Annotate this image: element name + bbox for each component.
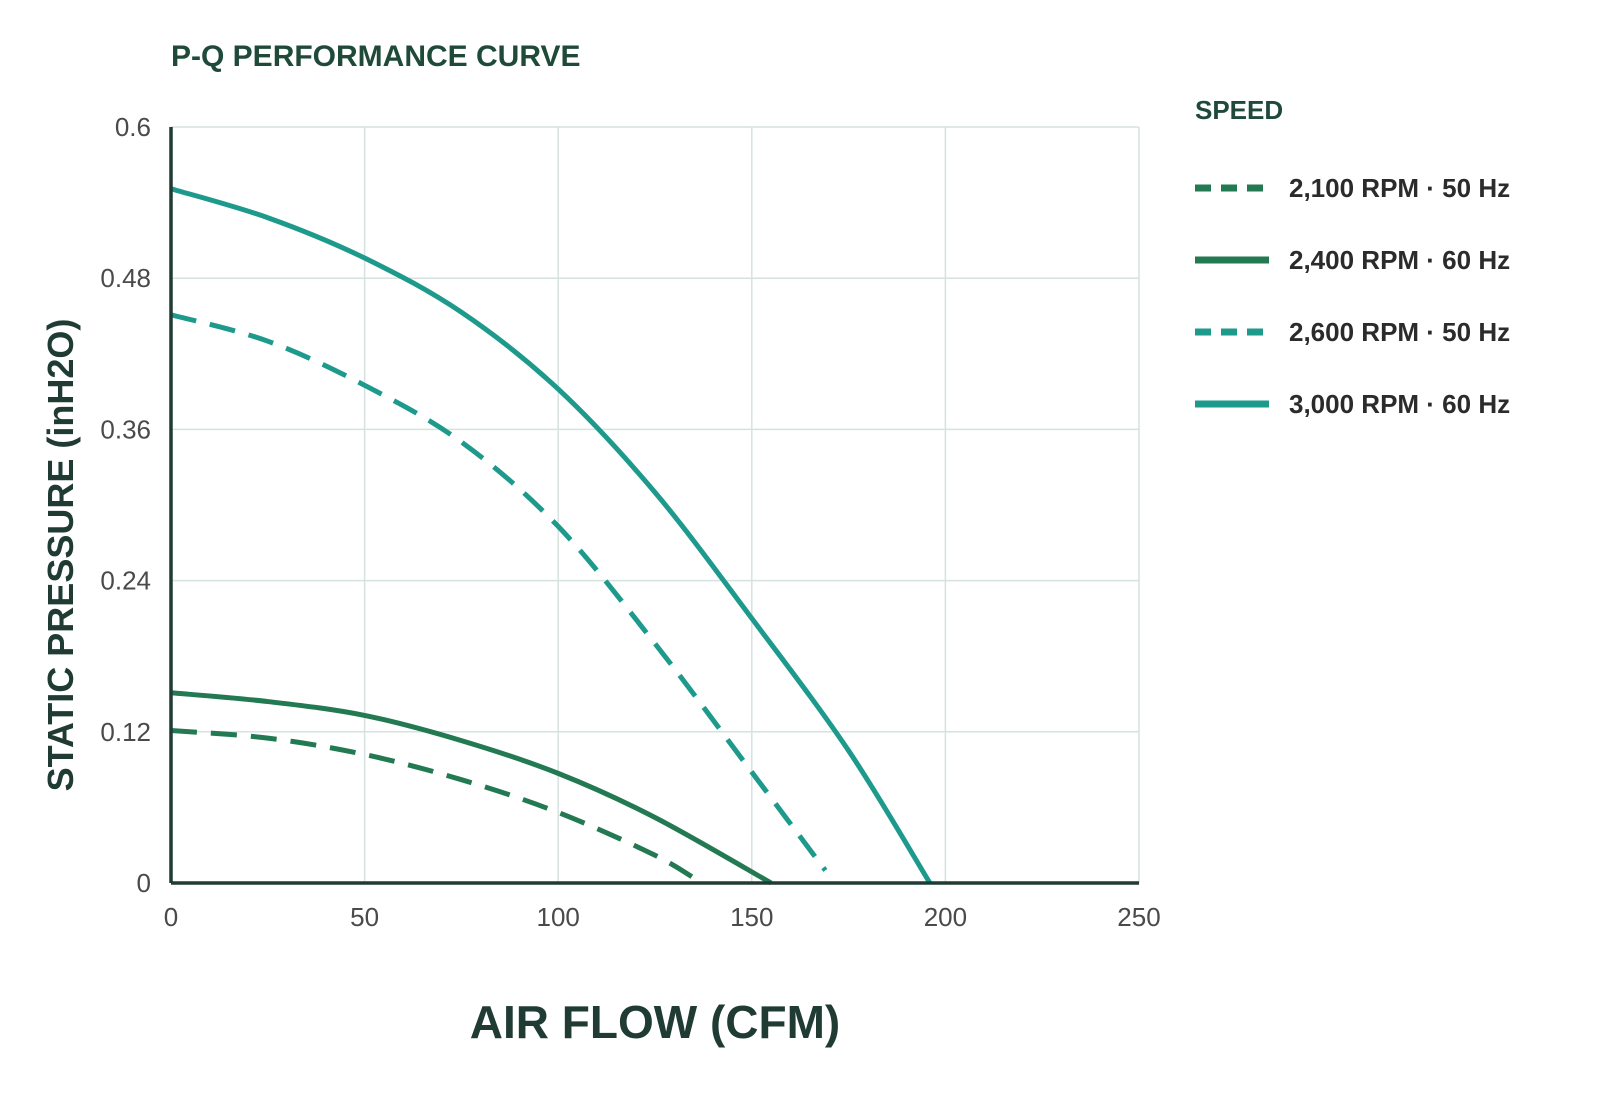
legend-item: 2,100 RPM · 50 Hz xyxy=(1195,152,1510,224)
legend-item: 2,600 RPM · 50 Hz xyxy=(1195,296,1510,368)
legend-item: 3,000 RPM · 60 Hz xyxy=(1195,368,1510,440)
series-line-4 xyxy=(170,186,933,885)
x-tick-label: 250 xyxy=(1117,902,1160,932)
y-tick-label: 0.24 xyxy=(100,566,151,596)
x-tick-label: 100 xyxy=(537,902,580,932)
legend-label: 2,600 RPM · 50 Hz xyxy=(1289,316,1511,347)
legend-swatch xyxy=(1195,400,1269,408)
legend-swatch xyxy=(1195,184,1269,192)
series-line-1 xyxy=(170,728,703,886)
legend-label: 2,400 RPM · 60 Hz xyxy=(1289,244,1511,275)
legend-items: 2,100 RPM · 50 Hz 2,400 RPM · 60 Hz 2,600 … xyxy=(1195,152,1510,440)
y-tick-label: 0.48 xyxy=(100,263,151,293)
x-tick-label: 200 xyxy=(924,902,967,932)
y-tick-label: 0.6 xyxy=(115,112,151,142)
plot-area xyxy=(170,186,933,886)
chart-title: P-Q PERFORMANCE CURVE xyxy=(171,40,581,73)
series-line-3 xyxy=(170,312,828,872)
legend-label: 3,000 RPM · 60 Hz xyxy=(1289,388,1511,419)
y-axis-title: STATIC PRESSURE (inH2O) xyxy=(40,318,81,792)
y-tick-label: 0.36 xyxy=(100,414,151,444)
series-line-2 xyxy=(170,690,773,886)
legend-item: 2,400 RPM · 60 Hz xyxy=(1195,224,1510,296)
grid xyxy=(171,126,1140,883)
legend-swatch xyxy=(1195,256,1269,264)
x-tick-label: 50 xyxy=(350,902,379,932)
x-tick-label: 150 xyxy=(730,902,773,932)
y-tick-label: 0.12 xyxy=(100,717,151,747)
legend-label: 2,100 RPM · 50 Hz xyxy=(1289,172,1511,203)
axes xyxy=(169,127,1139,885)
legend: SPEED 2,100 RPM · 50 Hz 2,400 RPM · 60 Hz… xyxy=(1195,95,1510,440)
legend-title: SPEED xyxy=(1195,95,1284,125)
legend-swatch xyxy=(1195,328,1269,336)
y-tick-label: 0 xyxy=(137,868,151,898)
x-tick-label: 0 xyxy=(164,902,178,932)
tick-labels: 0 50 100 150 200 250 0 0.12 0.24 0.36 0.48 0.6 xyxy=(100,112,1160,932)
x-axis-title: AIR FLOW (CFM) xyxy=(469,996,841,1048)
